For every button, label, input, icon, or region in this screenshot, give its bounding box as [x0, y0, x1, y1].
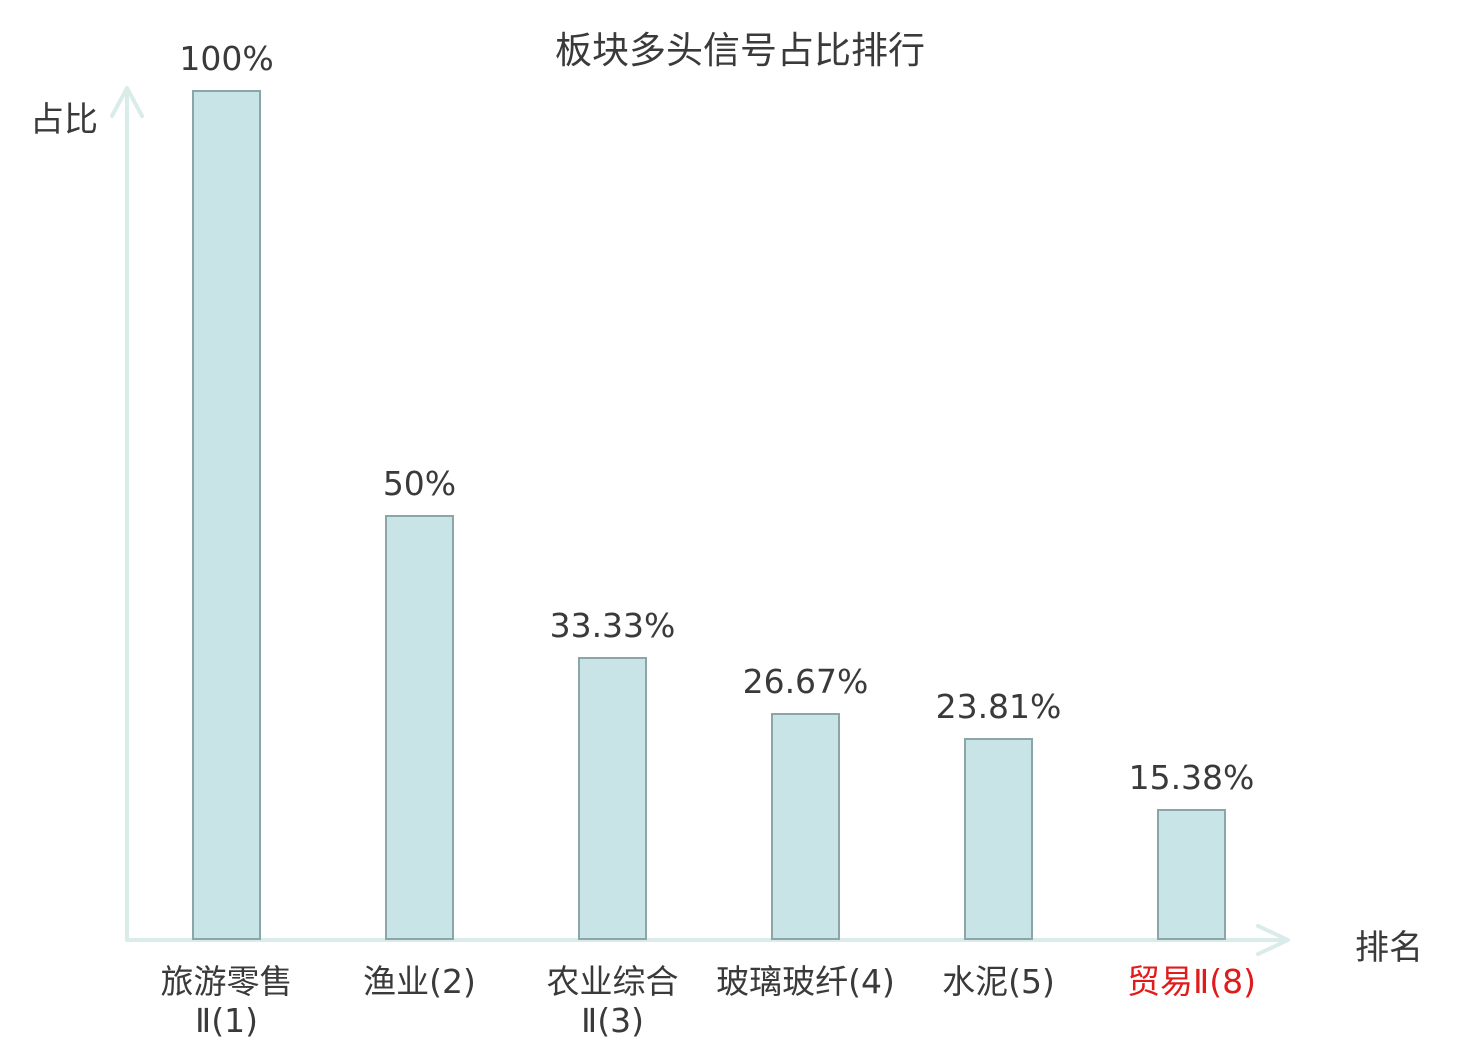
y-axis-arrow-icon — [110, 86, 144, 118]
bar-value-label: 26.67% — [742, 662, 869, 702]
bar-value-label: 50% — [382, 464, 457, 503]
bar — [964, 737, 1033, 940]
category-label: 渔业(2) — [280, 962, 560, 1001]
bar — [385, 515, 454, 940]
category-label-line: 贸易Ⅱ(8) — [1127, 962, 1256, 1001]
category-label: 旅游零售 Ⅱ(1) — [87, 962, 367, 1040]
bar-value-label: 23.81% — [935, 686, 1062, 726]
category-label-line: 渔业(2) — [363, 962, 476, 1001]
category-label: 水泥(5) — [859, 962, 1139, 1001]
chart-title: 板块多头信号占比排行 — [555, 29, 925, 72]
category-label-line: Ⅱ(3) — [581, 1001, 644, 1040]
x-axis-label: 排名 — [1355, 928, 1423, 968]
y-axis-label: 占比 — [30, 100, 98, 140]
bar — [771, 713, 840, 940]
x-axis-arrow-icon — [1256, 924, 1290, 956]
category-label: 农业综合 Ⅱ(3) — [473, 962, 753, 1040]
category-label: 贸易Ⅱ(8) — [1052, 962, 1332, 1001]
category-label-line: 农业综合 — [546, 962, 679, 1001]
bar — [192, 90, 261, 940]
bar-value-label: 33.33% — [549, 605, 676, 645]
category-label: 玻璃玻纤(4) — [666, 962, 946, 1001]
bar — [1157, 809, 1226, 940]
bar-value-label: 15.38% — [1128, 758, 1255, 798]
bar-value-label: 100% — [179, 39, 274, 78]
bar — [578, 656, 647, 940]
category-label-line: 水泥(5) — [942, 962, 1055, 1001]
category-label-line: 旅游零售 — [160, 962, 293, 1001]
category-label-line: 玻璃玻纤(4) — [716, 962, 895, 1001]
category-label-line: Ⅱ(1) — [195, 1001, 258, 1040]
